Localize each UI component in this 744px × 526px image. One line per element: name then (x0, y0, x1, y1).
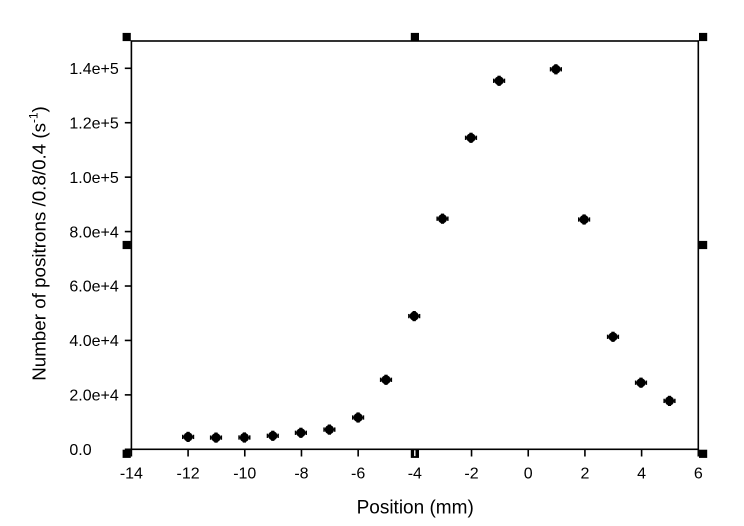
svg-text:-2: -2 (464, 465, 478, 482)
svg-text:4.0e+4: 4.0e+4 (69, 333, 118, 350)
svg-text:-6: -6 (351, 465, 365, 482)
svg-text:2.0e+4: 2.0e+4 (69, 388, 118, 405)
svg-text:0.0: 0.0 (69, 442, 91, 459)
svg-text:8.0e+4: 8.0e+4 (69, 224, 118, 241)
svg-text:4: 4 (637, 465, 646, 482)
svg-text:1.2e+5: 1.2e+5 (69, 115, 118, 132)
svg-text:-8: -8 (294, 465, 308, 482)
svg-text:-12: -12 (177, 465, 200, 482)
svg-text:1.0e+5: 1.0e+5 (69, 170, 118, 187)
svg-text:-4: -4 (408, 465, 422, 482)
svg-text:-14: -14 (120, 465, 143, 482)
svg-text:Number of positrons /0.8/0.4 (: Number of positrons /0.8/0.4 (s-1) (26, 106, 49, 381)
svg-text:0: 0 (524, 465, 533, 482)
svg-text:Position (mm): Position (mm) (357, 497, 474, 518)
svg-text:2: 2 (580, 465, 589, 482)
svg-text:-10: -10 (233, 465, 256, 482)
svg-text:6: 6 (694, 465, 703, 482)
svg-text:6.0e+4: 6.0e+4 (69, 279, 118, 296)
svg-text:1.4e+5: 1.4e+5 (69, 61, 118, 78)
